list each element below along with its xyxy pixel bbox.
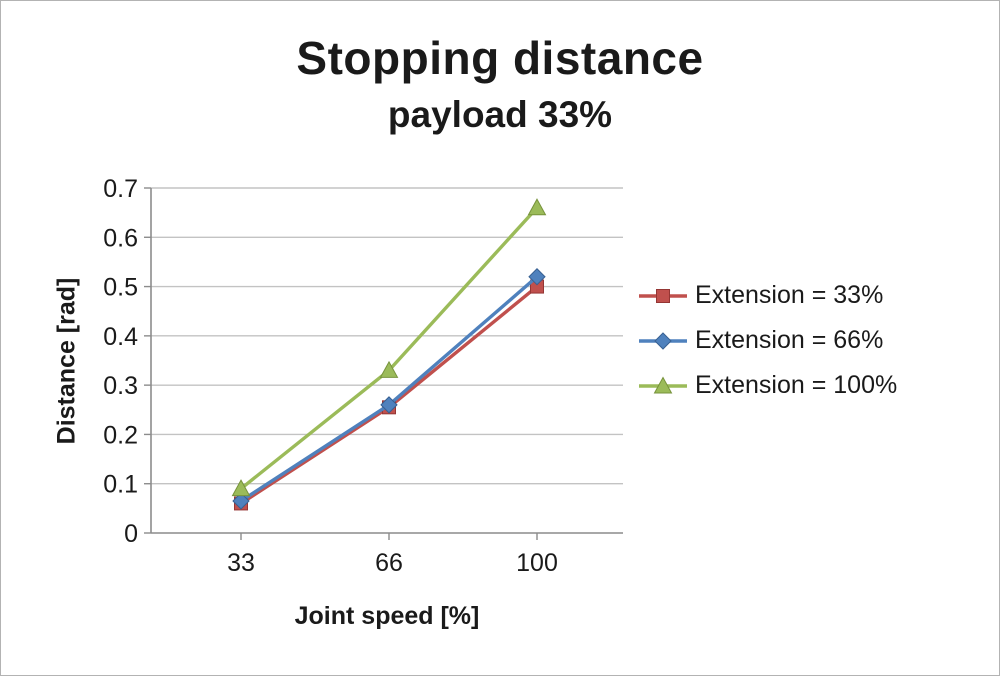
marker-triangle — [379, 360, 399, 378]
legend-label: Extension = 100% — [695, 371, 898, 399]
series-line — [239, 206, 539, 490]
chart-title: Stopping distance — [296, 32, 704, 84]
legend-item-0: Extension = 33% — [637, 273, 897, 318]
y-axis-title: Distance [rad] — [52, 277, 81, 445]
legend-label: Extension = 33% — [695, 281, 884, 309]
x-tick-label: 66 — [375, 549, 403, 577]
y-tick-label: 0.5 — [103, 274, 138, 302]
chart-subtitle: payload 33% — [387, 94, 613, 135]
y-tick-label: 0.2 — [103, 421, 138, 449]
y-tick-label: 0 — [124, 520, 138, 548]
marker-diamond — [380, 396, 398, 414]
y-tick-label: 0.3 — [103, 372, 138, 400]
marker-diamond — [654, 331, 672, 350]
marker-triangle — [653, 375, 673, 393]
legend-marker-icon — [639, 375, 687, 393]
legend: Extension = 33% Extension = 66% Extension … — [637, 273, 897, 408]
x-tick-label: 33 — [227, 549, 255, 577]
marker-square — [656, 288, 670, 303]
legend-item-1: Extension = 66% — [637, 318, 897, 363]
marker-triangle — [231, 479, 251, 497]
x-axis-title: Joint speed [%] — [294, 602, 480, 630]
marker-diamond — [232, 492, 250, 510]
y-tick-label: 0.6 — [103, 224, 138, 252]
marker-triangle — [527, 198, 547, 216]
x-tick-label: 100 — [516, 549, 558, 577]
y-tick-label: 0.1 — [103, 471, 138, 499]
y-tick-label: 0.7 — [103, 175, 138, 203]
series-line — [240, 275, 539, 503]
legend-marker-icon — [639, 288, 687, 303]
marker-diamond — [528, 268, 546, 286]
legend-label: Extension = 66% — [695, 326, 884, 354]
legend-item-2: Extension = 100% — [637, 363, 897, 408]
y-tick-label: 0.4 — [103, 323, 138, 351]
legend-marker-icon — [639, 331, 687, 350]
